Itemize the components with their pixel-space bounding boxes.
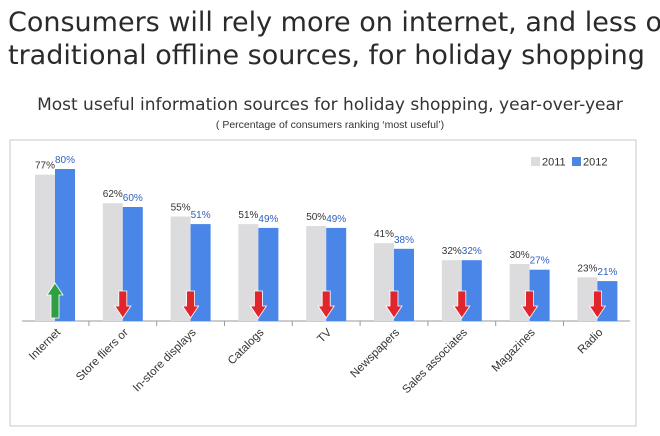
trend-down-arrow-icon — [453, 290, 471, 319]
data-label-2011: 23% — [577, 263, 597, 274]
headline: Consumers will rely more on internet, an… — [8, 6, 660, 72]
chart-title: Most useful information sources for holi… — [37, 95, 623, 115]
data-label-2012: 49% — [258, 214, 278, 225]
bar-2012 — [55, 169, 75, 321]
legend-label-2012: 2012 — [583, 157, 607, 169]
headline-line-2: traditional offline sources, for holiday… — [8, 40, 645, 71]
trend-down-arrow-icon — [520, 290, 539, 319]
data-label-2012: 38% — [394, 235, 414, 246]
data-label-2011: 55% — [171, 203, 191, 214]
data-label-2011: 51% — [238, 210, 258, 221]
bar-2011 — [306, 226, 327, 321]
data-label-2012: 60% — [123, 193, 143, 204]
trend-down-arrow-icon — [385, 290, 403, 319]
data-label-2012: 49% — [326, 214, 346, 225]
data-label-2011: 62% — [103, 189, 123, 200]
bar-2012 — [190, 224, 211, 321]
bar-2011 — [238, 224, 259, 321]
legend-swatch-2011 — [531, 157, 540, 166]
data-label-2012: 32% — [462, 246, 482, 257]
bar-2011 — [170, 216, 191, 321]
data-label-2011: 77% — [35, 161, 55, 172]
bar-2011 — [102, 203, 123, 321]
data-label-2011: 32% — [442, 246, 462, 257]
trend-down-arrow-icon — [114, 290, 132, 319]
data-label-2012: 27% — [530, 256, 550, 267]
trend-down-arrow-icon — [181, 290, 200, 319]
data-label-2011: 50% — [306, 212, 326, 223]
headline-line-1: Consumers will rely more on internet, an… — [8, 7, 660, 38]
bar-2011 — [35, 174, 55, 321]
bar-2012 — [122, 207, 143, 321]
bar-2012 — [326, 227, 347, 321]
trend-down-arrow-icon — [317, 290, 335, 319]
bar-2011 — [374, 243, 394, 321]
data-label-2012: 21% — [597, 267, 617, 278]
legend-swatch-2012 — [572, 157, 581, 166]
data-label-2012: 51% — [191, 210, 211, 221]
data-label-2011: 30% — [510, 250, 530, 261]
chart-subtitle: ( Percentage of consumers ranking ‘most … — [215, 119, 445, 131]
bar-2012 — [394, 248, 414, 321]
legend-label-2011: 2011 — [542, 157, 566, 169]
data-label-2011: 41% — [374, 229, 394, 240]
trend-down-arrow-icon — [249, 290, 268, 319]
trend-up-arrow-icon — [46, 282, 64, 319]
data-label-2012: 80% — [55, 155, 75, 166]
trend-down-arrow-icon — [588, 290, 607, 319]
bar-2012 — [258, 227, 279, 321]
